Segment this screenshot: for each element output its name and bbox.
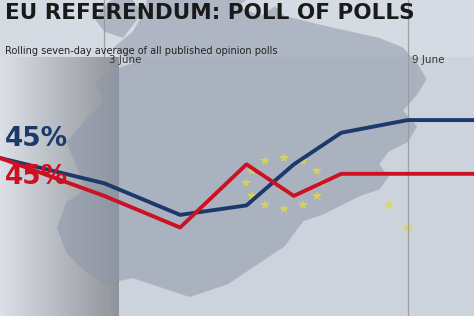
Text: EU REFERENDUM: POLL OF POLLS: EU REFERENDUM: POLL OF POLLS [5, 3, 414, 23]
Text: 45%: 45% [5, 126, 68, 152]
Text: 3 June: 3 June [109, 55, 142, 65]
Polygon shape [95, 0, 142, 38]
Text: Rolling seven-day average of all published opinion polls: Rolling seven-day average of all publish… [5, 46, 277, 56]
Text: 45%: 45% [5, 164, 68, 190]
Text: 9 June: 9 June [412, 55, 445, 65]
FancyBboxPatch shape [0, 0, 474, 57]
Polygon shape [57, 0, 427, 297]
